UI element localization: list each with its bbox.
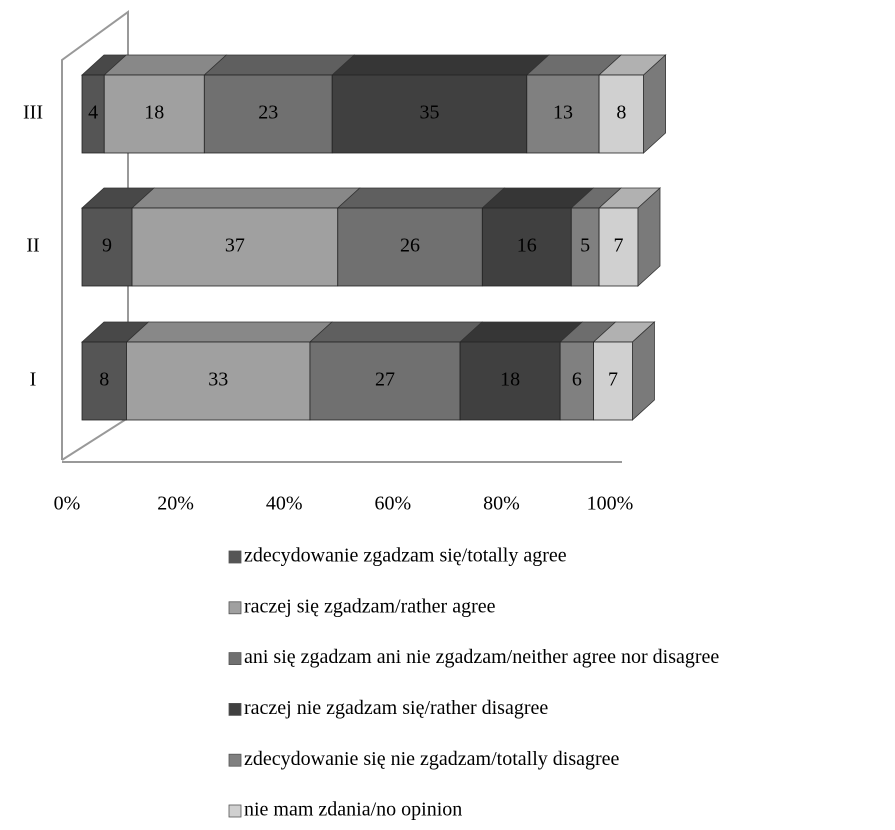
- data-label: 4: [88, 102, 98, 124]
- data-label: 6: [572, 369, 582, 391]
- bar-side: [637, 187, 661, 287]
- x-tick-label: 40%: [266, 493, 303, 515]
- x-tick-label: 20%: [157, 493, 194, 515]
- bar-side: [643, 54, 666, 154]
- data-label: 8: [99, 369, 109, 391]
- legend-label: ani się zgadzam ani nie zgadzam/neither …: [244, 646, 719, 668]
- bar: [481, 207, 572, 287]
- bar-top: [203, 54, 356, 76]
- bar: [559, 341, 594, 421]
- bar-top: [308, 321, 484, 343]
- x-tick-label: 60%: [374, 493, 411, 515]
- data-label: 23: [258, 102, 278, 124]
- x-tick-label: 100%: [587, 493, 634, 515]
- bar-top: [131, 187, 361, 209]
- data-label: 9: [102, 235, 112, 257]
- data-label: 5: [580, 235, 590, 257]
- bar: [103, 74, 205, 154]
- data-label: 35: [420, 102, 440, 124]
- y-tick-label: II: [26, 235, 39, 257]
- legend-label: zdecydowanie zgadzam się/totally agree: [244, 545, 567, 567]
- legend-swatch: [228, 703, 242, 716]
- data-label: 7: [608, 369, 618, 391]
- data-label: 27: [375, 369, 395, 391]
- legend-label: zdecydowanie się nie zgadzam/totally dis…: [244, 748, 620, 770]
- bar: [81, 341, 127, 421]
- x-tick-label: 0%: [54, 493, 81, 515]
- data-label: 8: [616, 102, 626, 124]
- legend-swatch: [228, 652, 242, 665]
- bar-top: [336, 187, 506, 209]
- bar-top: [331, 54, 550, 76]
- bar: [459, 341, 561, 421]
- bar-top: [125, 321, 333, 343]
- legend-label: raczej nie zgadzam się/rather disagree: [244, 697, 548, 719]
- legend-swatch: [228, 804, 242, 818]
- bar: [337, 207, 483, 287]
- data-label: 7: [614, 235, 624, 257]
- data-label: 33: [208, 369, 228, 391]
- bar-side: [632, 321, 655, 421]
- data-label: 18: [500, 369, 520, 391]
- bar: [203, 74, 333, 154]
- y-tick-label: I: [30, 369, 37, 391]
- legend-swatch: [228, 601, 242, 615]
- data-label: 37: [225, 235, 245, 257]
- data-label: 13: [553, 102, 573, 124]
- data-label: 18: [144, 102, 164, 124]
- legend-swatch: [228, 753, 242, 767]
- bar: [309, 341, 461, 421]
- floor-edge: [61, 417, 129, 461]
- bar: [331, 74, 528, 154]
- x-tick-label: 80%: [483, 493, 520, 515]
- data-label: 16: [517, 235, 537, 257]
- legend-swatch: [228, 550, 242, 564]
- bar: [526, 74, 600, 154]
- data-label: 26: [400, 235, 420, 257]
- y-tick-label: III: [23, 102, 43, 124]
- legend-label: raczej się zgadzam/rather agree: [244, 595, 496, 617]
- legend-label: nie mam zdania/no opinion: [244, 799, 462, 821]
- bar: [81, 207, 133, 287]
